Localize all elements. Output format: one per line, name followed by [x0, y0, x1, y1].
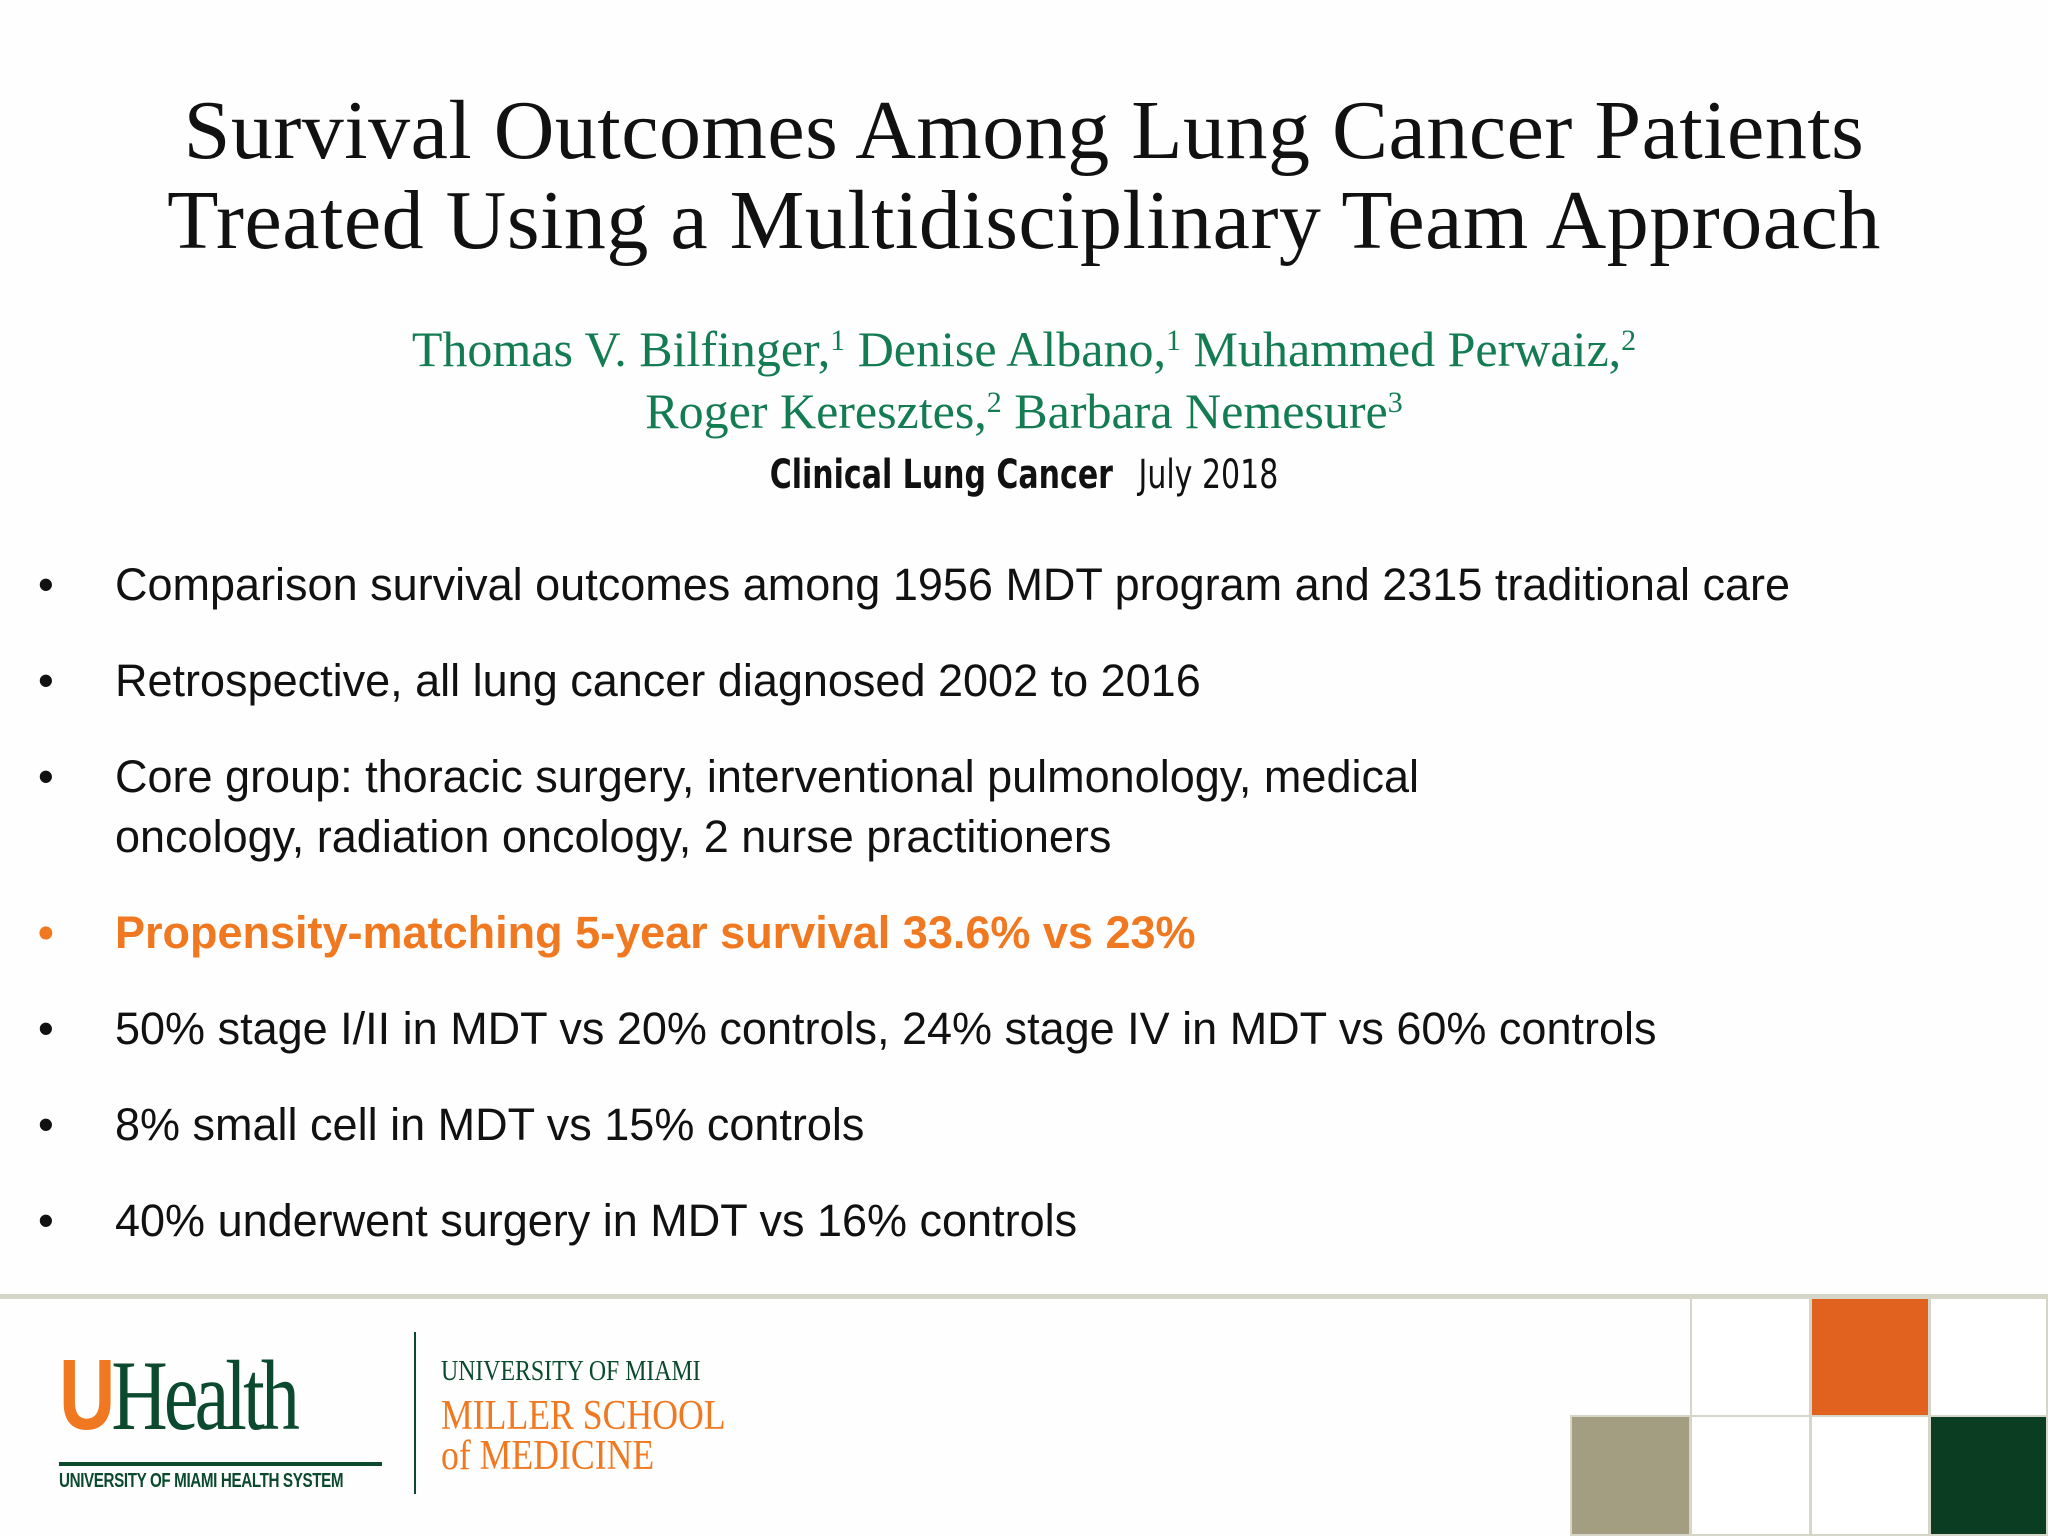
bullet-item: • Core group: thoracic surgery, intervent… — [0, 747, 2048, 867]
logo-rule — [59, 1462, 382, 1466]
bullet-item-highlight: • Propensity-matching 5-year survival 33.… — [0, 903, 2048, 963]
bullet-item: • 40% underwent surgery in MDT vs 16% con… — [0, 1191, 2048, 1251]
author: Thomas V. Bilfinger, — [411, 321, 831, 377]
affiliation: 2 — [1621, 324, 1637, 357]
bullet-text: 40% underwent surgery in MDT vs 16% cont… — [115, 1195, 1078, 1246]
square-white — [1929, 1297, 2048, 1417]
uhealth-u: U — [59, 1339, 115, 1451]
title-line-2: Treated Using a Multidisciplinary Team A… — [167, 174, 1881, 267]
author: Denise Albano, — [857, 321, 1166, 377]
bullet-text: 50% stage I/II in MDT vs 20% controls, 2… — [115, 1003, 1657, 1054]
uhealth-health: Health — [111, 1340, 299, 1451]
bullet-icon: • — [38, 655, 54, 706]
authors: Thomas V. Bilfinger,1 Denise Albano,1 Mu… — [0, 318, 2048, 442]
bullet-text: Core group: thoracic surgery, interventi… — [115, 751, 1419, 862]
school-line-1: UNIVERSITY OF MIAMI — [441, 1356, 701, 1387]
school-line-2: MILLER SCHOOL — [441, 1393, 726, 1439]
bullet-icon: • — [38, 751, 54, 802]
bullet-icon: • — [38, 1099, 54, 1150]
square-white — [1810, 1415, 1930, 1536]
affiliation: 1 — [830, 324, 846, 357]
bullet-item: • 8% small cell in MDT vs 15% controls — [0, 1095, 2048, 1155]
square-white — [1690, 1297, 1811, 1417]
journal-date: July 2018 — [1138, 452, 1279, 498]
square-tan — [1570, 1415, 1691, 1536]
bullet-icon: • — [38, 1003, 54, 1054]
bullet-icon: • — [38, 559, 54, 610]
bullet-text: Retrospective, all lung cancer diagnosed… — [115, 655, 1201, 706]
affiliation: 1 — [1165, 324, 1181, 357]
bullet-text: Propensity-matching 5-year survival 33.6… — [115, 907, 1196, 958]
title-line-1: Survival Outcomes Among Lung Cancer Pati… — [183, 84, 1865, 177]
journal-citation: Clinical Lung Cancer July 2018 — [256, 452, 1792, 498]
logo-divider — [414, 1332, 416, 1494]
slide-title: Survival Outcomes Among Lung Cancer Pati… — [0, 86, 2048, 266]
affiliation: 3 — [1387, 386, 1403, 419]
uhealth-wordmark: UHealth — [59, 1339, 300, 1451]
bullet-item: • Comparison survival outcomes among 1956… — [0, 555, 2048, 615]
bullet-icon: • — [38, 1195, 54, 1246]
footer-divider — [0, 1294, 2048, 1299]
bullet-item: • 50% stage I/II in MDT vs 20% controls, … — [0, 999, 2048, 1059]
square-green — [1929, 1415, 2048, 1536]
affiliation: 2 — [986, 386, 1002, 419]
bullet-list: • Comparison survival outcomes among 1956… — [0, 555, 2048, 1287]
bullet-text: 8% small cell in MDT vs 15% controls — [115, 1099, 865, 1150]
uhealth-subtitle: UNIVERSITY OF MIAMI HEALTH SYSTEM — [59, 1470, 344, 1492]
square-white — [1690, 1415, 1811, 1536]
bullet-text: Comparison survival outcomes among 1956 … — [115, 559, 1791, 610]
journal-name: Clinical Lung Cancer — [769, 452, 1113, 498]
bullet-item: • Retrospective, all lung cancer diagnose… — [0, 651, 2048, 711]
author: Barbara Nemesure — [1014, 383, 1388, 439]
school-line-3: of MEDICINE — [441, 1433, 655, 1479]
author: Muhammed Perwaiz, — [1193, 321, 1622, 377]
bullet-icon: • — [38, 907, 54, 958]
author: Roger Keresztes, — [645, 383, 987, 439]
square-orange — [1810, 1297, 1930, 1417]
